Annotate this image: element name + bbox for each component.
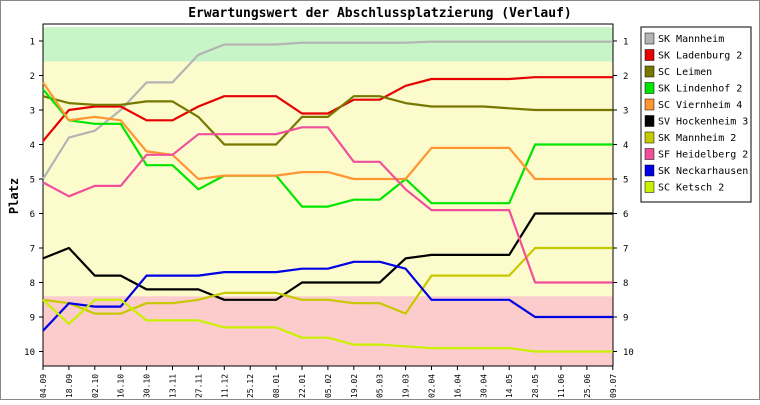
legend-label-sk-mannheim: SK Mannheim xyxy=(658,34,724,45)
series-line-sk-neckarhausen xyxy=(42,260,613,332)
legend-label-sv-hockenheim-3: SV Hockenheim 3 xyxy=(658,117,748,128)
y-tick-label-right: 5 xyxy=(623,176,628,186)
x-tick-label: 09.07 xyxy=(609,374,618,398)
legend-swatch-sc-leimen xyxy=(644,65,655,78)
x-tick-label: 16.04 xyxy=(453,374,462,398)
x-tick-label: 19.03 xyxy=(402,374,411,398)
y-tick-label-right: 3 xyxy=(623,107,628,117)
y-tick-label-left: 6 xyxy=(30,210,35,220)
x-tick-label: 30.04 xyxy=(479,374,488,398)
background-band-3 xyxy=(43,296,613,366)
axes: 1 1 2 2 3 3 4 4 5 5 6 6 7 7 8 8 9 9 10 10 04.09 18.09 02.10 16.… xyxy=(24,23,634,398)
series-line-sc-ketsch-2 xyxy=(42,298,613,353)
y-tick-label-left: 5 xyxy=(30,176,35,186)
series-line-sc-leimen xyxy=(42,95,613,146)
x-tick-label: 27.11 xyxy=(194,374,203,398)
y-tick-label-right: 8 xyxy=(623,279,628,289)
x-tick-label: 05.02 xyxy=(324,374,333,398)
y-tick-label-right: 7 xyxy=(623,245,628,255)
series-line-sk-mannheim-2 xyxy=(42,246,613,315)
legend-label-sk-neckarhausen: SK Neckarhausen xyxy=(658,166,748,177)
series-line-sk-lindenhof-2 xyxy=(42,88,613,208)
x-tick-label: 02.04 xyxy=(428,374,437,398)
legend-swatch-sk-lindenhof-2 xyxy=(644,82,655,94)
legend-swatch-sf-heidelberg-2 xyxy=(644,148,655,160)
background-bands xyxy=(43,27,613,366)
x-tick-label: 30.10 xyxy=(143,374,152,398)
x-tick-label: 14.05 xyxy=(505,374,514,398)
y-tick-label-left: 3 xyxy=(30,107,35,117)
series-line-sc-viernheim-4 xyxy=(42,81,613,181)
legend-label-sf-heidelberg-2: SF Heidelberg 2 xyxy=(658,150,748,161)
y-tick-label-right: 6 xyxy=(623,210,628,220)
legend-label-sk-lindenhof-2: SK Lindenhof 2 xyxy=(658,84,742,95)
y-axis-label: Platz xyxy=(7,178,21,214)
x-tick-label: 16.10 xyxy=(117,374,126,398)
y-tick-label-left: 2 xyxy=(30,72,35,82)
background-band-1 xyxy=(43,27,613,62)
legend: SK Mannheim SK Ladenburg 2 SC Leimen SK Lin… xyxy=(640,26,752,203)
legend-label-sc-leimen: SC Leimen xyxy=(658,67,712,78)
y-tick-label-left: 10 xyxy=(24,348,35,358)
legend-swatch-sc-ketsch-2 xyxy=(644,181,655,193)
legend-swatch-sk-neckarhausen xyxy=(644,164,655,177)
legend-label-sc-ketsch-2: SC Ketsch 2 xyxy=(658,183,724,194)
x-tick-label: 11.12 xyxy=(220,374,229,398)
legend-box xyxy=(640,26,752,203)
y-tick-label-right: 2 xyxy=(623,72,628,82)
legend-label-sk-ladenburg-2: SK Ladenburg 2 xyxy=(658,51,742,62)
y-tick-label-left: 7 xyxy=(30,245,35,255)
series-line-sk-ladenburg-2 xyxy=(42,76,613,142)
y-tick-label-left: 8 xyxy=(30,279,35,289)
background-band-2 xyxy=(43,61,613,297)
series-line-sf-heidelberg-2 xyxy=(42,126,613,284)
x-tick-label: 04.09 xyxy=(39,374,48,398)
x-tick-label: 02.10 xyxy=(91,374,100,398)
x-tick-label: 28.05 xyxy=(531,374,540,398)
series-lines xyxy=(42,40,613,353)
x-tick-label: 22.01 xyxy=(298,374,307,398)
x-tick-label: 05.03 xyxy=(376,374,385,398)
y-tick-label-right: 4 xyxy=(623,141,628,151)
x-tick-label: 13.11 xyxy=(169,374,178,398)
legend-swatch-sc-viernheim-4 xyxy=(644,98,655,111)
chart-title: Erwartungswert der Abschlussplatzierung … xyxy=(188,6,572,21)
x-tick-label: 19.02 xyxy=(350,374,359,398)
x-tick-label: 25.12 xyxy=(246,374,255,398)
y-tick-label-right: 9 xyxy=(623,314,628,324)
series-line-sk-mannheim xyxy=(42,40,613,180)
legend-label-sk-mannheim-2: SK Mannheim 2 xyxy=(658,133,736,144)
legend-swatch-sk-mannheim-2 xyxy=(644,131,655,144)
x-tick-label: 18.09 xyxy=(65,374,74,398)
x-tick-label: 11.06 xyxy=(557,374,566,398)
legend-swatch-sv-hockenheim-3 xyxy=(644,115,655,127)
legend-label-sc-viernheim-4: SC Viernheim 4 xyxy=(658,100,742,111)
y-tick-label-left: 9 xyxy=(30,314,35,324)
y-tick-label-left: 4 xyxy=(30,141,35,151)
y-tick-label-left: 1 xyxy=(30,38,35,48)
y-tick-label-right: 1 xyxy=(623,38,628,48)
x-tick-label: 25.06 xyxy=(583,374,592,398)
legend-swatch-sk-mannheim xyxy=(644,32,655,45)
legend-swatch-sk-ladenburg-2 xyxy=(644,49,655,61)
x-tick-label: 08.01 xyxy=(272,374,281,398)
y-tick-label-right: 10 xyxy=(623,348,634,358)
